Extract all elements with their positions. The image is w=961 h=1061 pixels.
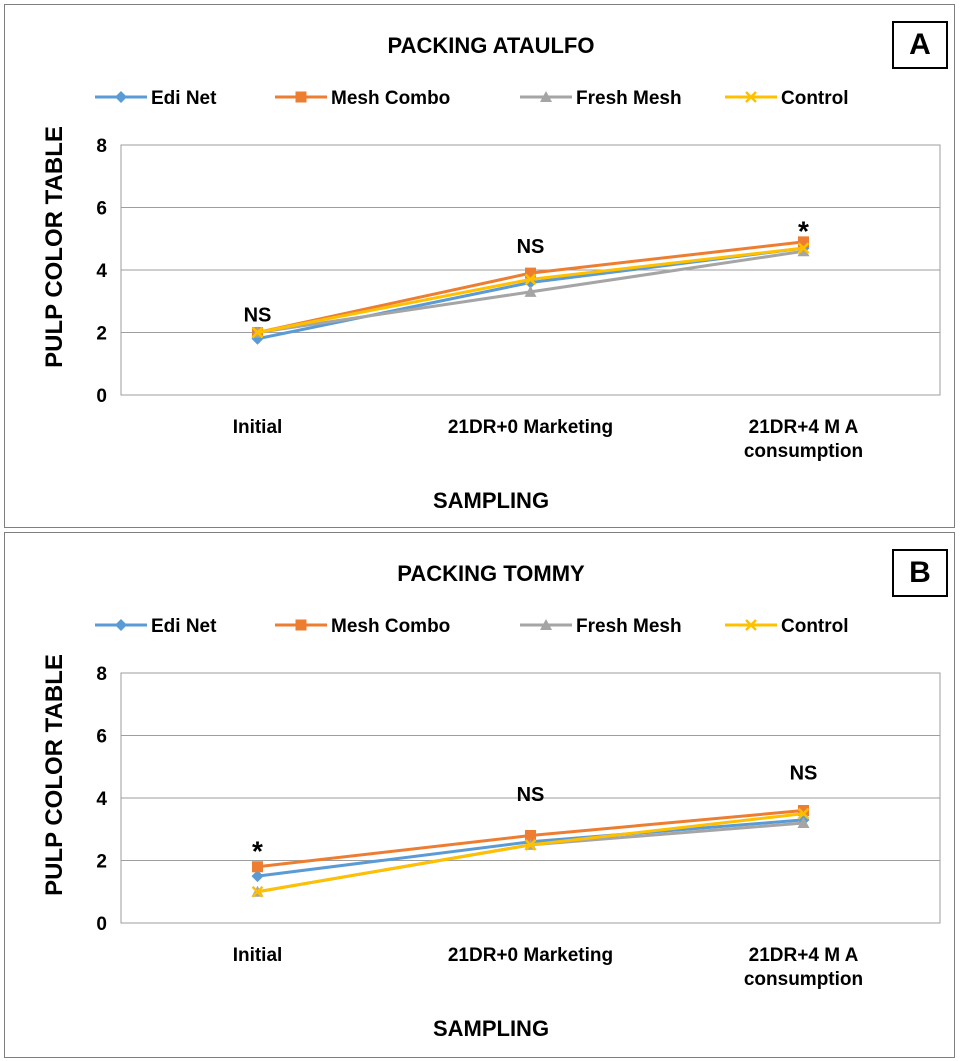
legend-marker xyxy=(115,91,127,103)
data-point xyxy=(251,326,264,339)
data-point xyxy=(525,267,536,279)
y-tick-label: 0 xyxy=(96,914,107,935)
legend-item-4: Control xyxy=(725,616,849,637)
data-point xyxy=(251,885,264,898)
y-tick-label: 6 xyxy=(96,727,107,748)
data-point xyxy=(251,870,264,883)
legend-marker xyxy=(745,91,757,103)
x-tick-label: 21DR+0 Marketing xyxy=(448,417,613,438)
panel-label-a: A xyxy=(892,21,948,69)
y-tick-label: 8 xyxy=(96,664,107,685)
y-axis-title: PULP COLOR TABLE xyxy=(41,126,68,368)
data-point xyxy=(524,273,537,286)
y-tick-label: 2 xyxy=(96,852,107,873)
x-tick-label: 21DR+0 Marketing xyxy=(448,945,613,966)
series-2 xyxy=(252,805,809,873)
legend-marker xyxy=(295,619,307,631)
y-tick-label: 0 xyxy=(96,386,107,407)
significance-label: * xyxy=(252,835,263,866)
data-point xyxy=(524,285,537,297)
data-point xyxy=(252,861,263,873)
legend-item-2: Mesh Combo xyxy=(275,88,450,109)
data-point xyxy=(524,838,537,851)
legend-item-4: Control xyxy=(725,88,849,109)
data-point xyxy=(797,817,810,828)
significance-label: NS xyxy=(517,784,545,806)
significance-label: * xyxy=(798,215,809,246)
y-tick-label: 8 xyxy=(96,136,107,157)
chart-title: PACKING TOMMY xyxy=(397,561,585,586)
legend-marker xyxy=(540,619,552,630)
data-point xyxy=(797,807,810,820)
y-axis-title: PULP COLOR TABLE xyxy=(41,654,68,896)
data-point xyxy=(798,236,809,248)
x-tick-label: consumption xyxy=(744,441,863,462)
legend-item-3: Fresh Mesh xyxy=(520,616,682,637)
legend-marker xyxy=(745,619,757,631)
chart-a: PACKING ATAULFO Edi Net Mesh Combo Fresh Me… xyxy=(41,33,941,513)
chart-panel-b: B PACKING TOMMY Edi Net Mesh Combo Fresh Me… xyxy=(4,532,955,1058)
data-point xyxy=(525,830,536,841)
y-tick-label: 4 xyxy=(96,789,107,810)
data-point xyxy=(797,245,810,257)
x-tick-label: 21DR+4 M A xyxy=(749,417,859,438)
series-4 xyxy=(251,807,810,898)
panel-label-b: B xyxy=(892,549,948,597)
y-tick-label: 2 xyxy=(96,324,107,345)
significance-label: NS xyxy=(244,305,272,327)
legend-item-1: Edi Net xyxy=(95,616,217,637)
legend-marker xyxy=(295,91,307,103)
legend-marker xyxy=(115,619,127,631)
data-point xyxy=(798,805,809,816)
y-tick-label: 6 xyxy=(96,199,107,220)
x-axis-title: SAMPLING xyxy=(433,488,549,513)
legend-item-3: Fresh Mesh xyxy=(520,88,682,109)
legend-label: Control xyxy=(781,88,849,109)
chart-b: PACKING TOMMY Edi Net Mesh Combo Fresh Mesh… xyxy=(41,561,941,1041)
legend-label: Fresh Mesh xyxy=(576,616,682,637)
legend-item-2: Mesh Combo xyxy=(275,616,450,637)
legend-marker xyxy=(540,91,552,102)
x-tick-label: consumption xyxy=(744,969,863,990)
legend-label: Mesh Combo xyxy=(331,616,450,637)
significance-label: NS xyxy=(517,236,545,258)
legend-label: Edi Net xyxy=(151,616,217,637)
series-4 xyxy=(251,242,810,339)
legend-item-1: Edi Net xyxy=(95,88,217,109)
legend-label: Fresh Mesh xyxy=(576,88,682,109)
significance-label: NS xyxy=(790,762,818,784)
chart-panel-a: A PACKING ATAULFO Edi Net Mesh Combo Fresh … xyxy=(4,4,955,528)
data-point xyxy=(797,242,810,255)
x-axis-title: SAMPLING xyxy=(433,1016,549,1041)
x-tick-label: 21DR+4 M A xyxy=(749,945,859,966)
legend-label: Control xyxy=(781,616,849,637)
x-tick-label: Initial xyxy=(233,945,283,966)
legend-label: Edi Net xyxy=(151,88,217,109)
chart-title: PACKING ATAULFO xyxy=(388,33,595,58)
x-tick-label: Initial xyxy=(233,417,283,438)
y-tick-label: 4 xyxy=(96,261,107,282)
legend-label: Mesh Combo xyxy=(331,88,450,109)
